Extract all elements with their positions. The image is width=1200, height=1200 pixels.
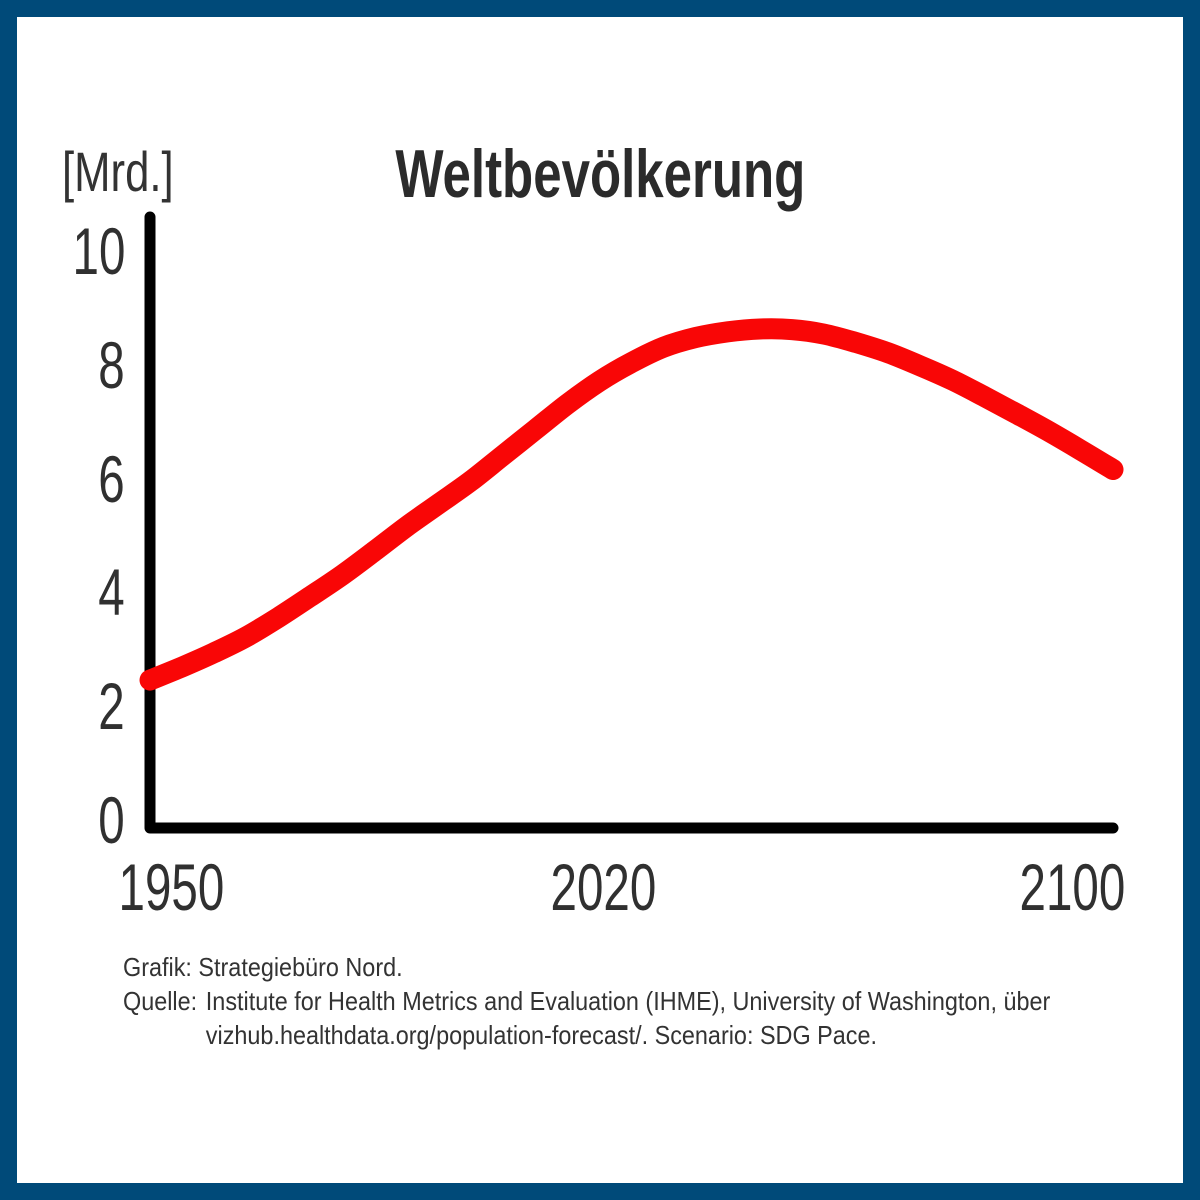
- chart-title-text: Weltbevölkerung: [395, 136, 805, 212]
- y-axis-unit-text: [Mrd.]: [62, 140, 174, 203]
- x-tick-2100: 2100: [1019, 850, 1125, 924]
- y-tick-0: 0: [98, 783, 125, 857]
- y-axis-unit-label: [Mrd.]: [62, 142, 205, 202]
- y-tick-2: 2: [98, 669, 125, 743]
- footer: Grafik: Strategiebüro Nord. Quelle: Inst…: [123, 950, 1050, 1052]
- x-tick-1950: 1950: [118, 850, 224, 924]
- population-line: [139, 318, 1124, 691]
- y-tick-6: 6: [98, 442, 125, 516]
- source-label: Quelle:: [123, 986, 198, 1016]
- axes: [144, 211, 1119, 834]
- y-tick-8: 8: [98, 328, 125, 402]
- y-tick-4: 4: [98, 555, 125, 629]
- source-line-2: vizhub.healthdata.org/population-forecas…: [205, 1020, 878, 1050]
- source-text: Institute for Health Metrics and Evaluat…: [206, 984, 1050, 1052]
- chart-title: Weltbevölkerung: [0, 138, 1200, 210]
- source-row: Quelle: Institute for Health Metrics and…: [123, 984, 1050, 1052]
- y-tick-10: 10: [72, 214, 125, 288]
- x-tick-2020: 2020: [550, 850, 656, 924]
- source-line-1: Institute for Health Metrics and Evaluat…: [205, 986, 1051, 1016]
- credit-line: Grafik: Strategiebüro Nord.: [123, 952, 403, 982]
